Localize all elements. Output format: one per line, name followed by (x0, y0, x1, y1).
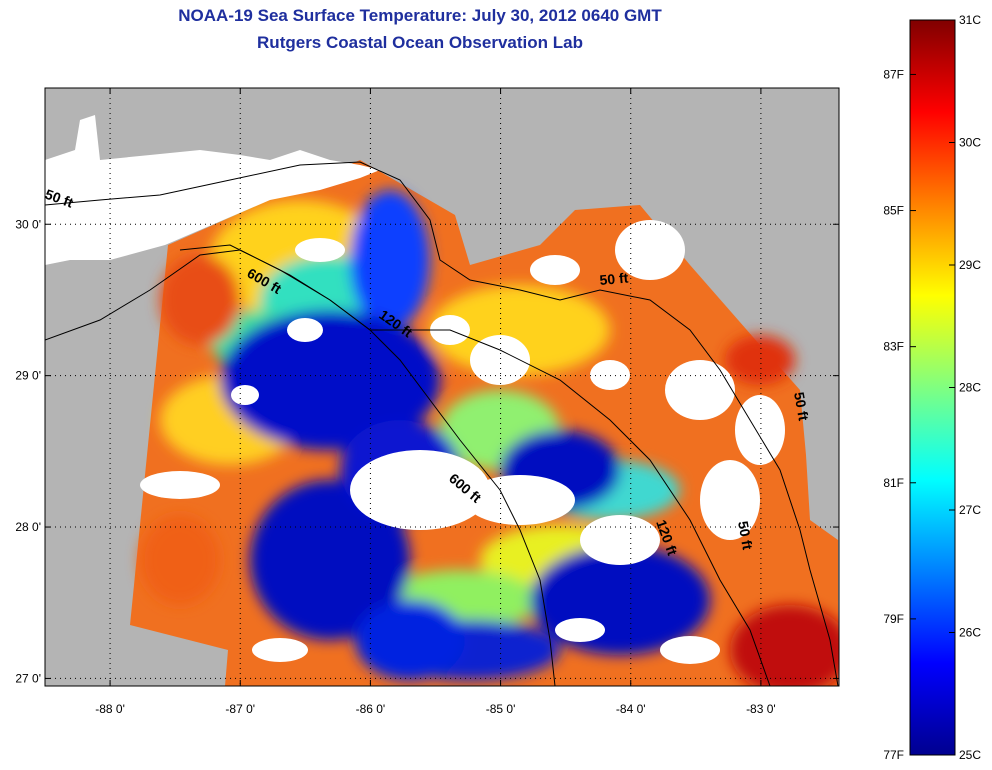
celsius-tick-label: 25C (959, 748, 981, 762)
map-content (45, 115, 839, 686)
celsius-tick-label: 30C (959, 136, 981, 150)
lat-tick-label: 27 0' (15, 671, 41, 685)
contour-label: 50 ft (735, 520, 756, 551)
fahrenheit-tick-label: 81F (883, 476, 904, 490)
contour-label: 50 ft (791, 391, 812, 422)
fahrenheit-tick-label: 79F (883, 612, 904, 626)
map-title: NOAA-19 Sea Surface Temperature: July 30… (178, 6, 662, 25)
lon-tick-label: -86 0' (356, 702, 386, 716)
cloud-mask (140, 220, 785, 664)
colorbar-fahrenheit-ticks: 87F 85F 83F 81F 79F 77F (883, 67, 916, 762)
bathymetry-contours (45, 161, 839, 686)
colorbar-celsius-ticks: 31C 30C 29C 28C 27C 26C 25C (949, 13, 981, 762)
lon-tick-label: -87 0' (225, 702, 255, 716)
celsius-tick-label: 31C (959, 13, 981, 27)
lat-tick-label: 30 0' (15, 217, 41, 231)
fahrenheit-tick-label: 85F (883, 204, 904, 218)
longitude-axis: -88 0' -87 0' -86 0' -85 0' -84 0' -83 0' (95, 88, 776, 716)
lat-tick-label: 28 0' (15, 520, 41, 534)
lon-tick-label: -85 0' (486, 702, 516, 716)
lat-tick-label: 29 0' (15, 369, 41, 383)
celsius-tick-label: 27C (959, 503, 981, 517)
fahrenheit-tick-label: 87F (883, 67, 904, 81)
map-subtitle: Rutgers Coastal Ocean Observation Lab (257, 33, 583, 52)
lon-tick-label: -88 0' (95, 702, 125, 716)
lon-tick-label: -84 0' (616, 702, 646, 716)
north-coastline (45, 115, 380, 265)
celsius-tick-label: 26C (959, 626, 981, 640)
fahrenheit-tick-label: 77F (883, 748, 904, 762)
celsius-tick-label: 28C (959, 381, 981, 395)
fahrenheit-tick-label: 83F (883, 340, 904, 354)
latitude-axis: 30 0' 29 0' 28 0' 27 0' (15, 217, 839, 685)
colorbar (909, 19, 956, 756)
contour-label: 50 ft (599, 270, 629, 288)
celsius-tick-label: 29C (959, 258, 981, 272)
map-frame (44, 87, 840, 687)
lon-tick-label: -83 0' (746, 702, 776, 716)
